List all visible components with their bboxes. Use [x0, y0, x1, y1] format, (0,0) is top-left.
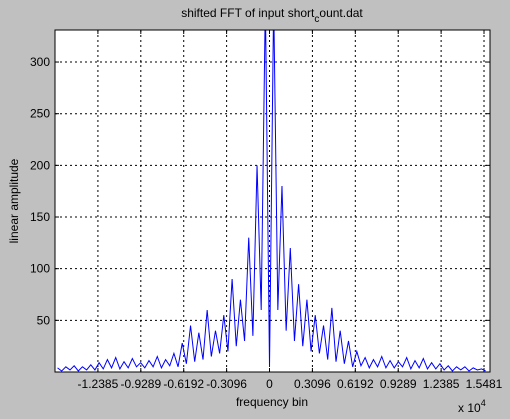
x-tick-label: 0.6192 — [337, 377, 374, 391]
y-tick-label: 150 — [30, 210, 50, 224]
y-tick-label: 300 — [30, 55, 50, 69]
axes-frame — [54, 29, 491, 373]
x-tick-label: -1.2385 — [78, 377, 119, 391]
x-tick-label: 0.9289 — [380, 377, 417, 391]
exponent-base: x 10 — [458, 401, 481, 415]
x-exponent: x 104 — [458, 398, 486, 415]
y-tick-label: 100 — [30, 262, 50, 276]
y-axis-label: linear amplitude — [7, 158, 21, 243]
title-text: ount.dat — [319, 6, 363, 20]
chart-title: shifted FFT of input shortcount.dat — [181, 6, 363, 25]
title-subscript: c — [314, 14, 319, 25]
y-tick-label: 250 — [30, 107, 50, 121]
title-text: shifted FFT of input short — [181, 6, 315, 20]
x-tick-label: 1.2385 — [423, 377, 460, 391]
x-tick-label: 0 — [266, 377, 273, 391]
grid — [55, 30, 490, 372]
data-line — [57, 30, 486, 372]
y-tick-label: 50 — [37, 313, 51, 327]
x-tick-label: -0.3096 — [206, 377, 247, 391]
y-tick-label: 200 — [30, 158, 50, 172]
x-tick-label: -0.6192 — [163, 377, 204, 391]
x-tick-label: 0.3096 — [294, 377, 331, 391]
exponent-power: 4 — [481, 398, 486, 408]
x-tick-label: -0.9289 — [120, 377, 161, 391]
x-tick-label: 1.5481 — [466, 377, 503, 391]
x-axis-label: frequency bin — [236, 395, 308, 409]
